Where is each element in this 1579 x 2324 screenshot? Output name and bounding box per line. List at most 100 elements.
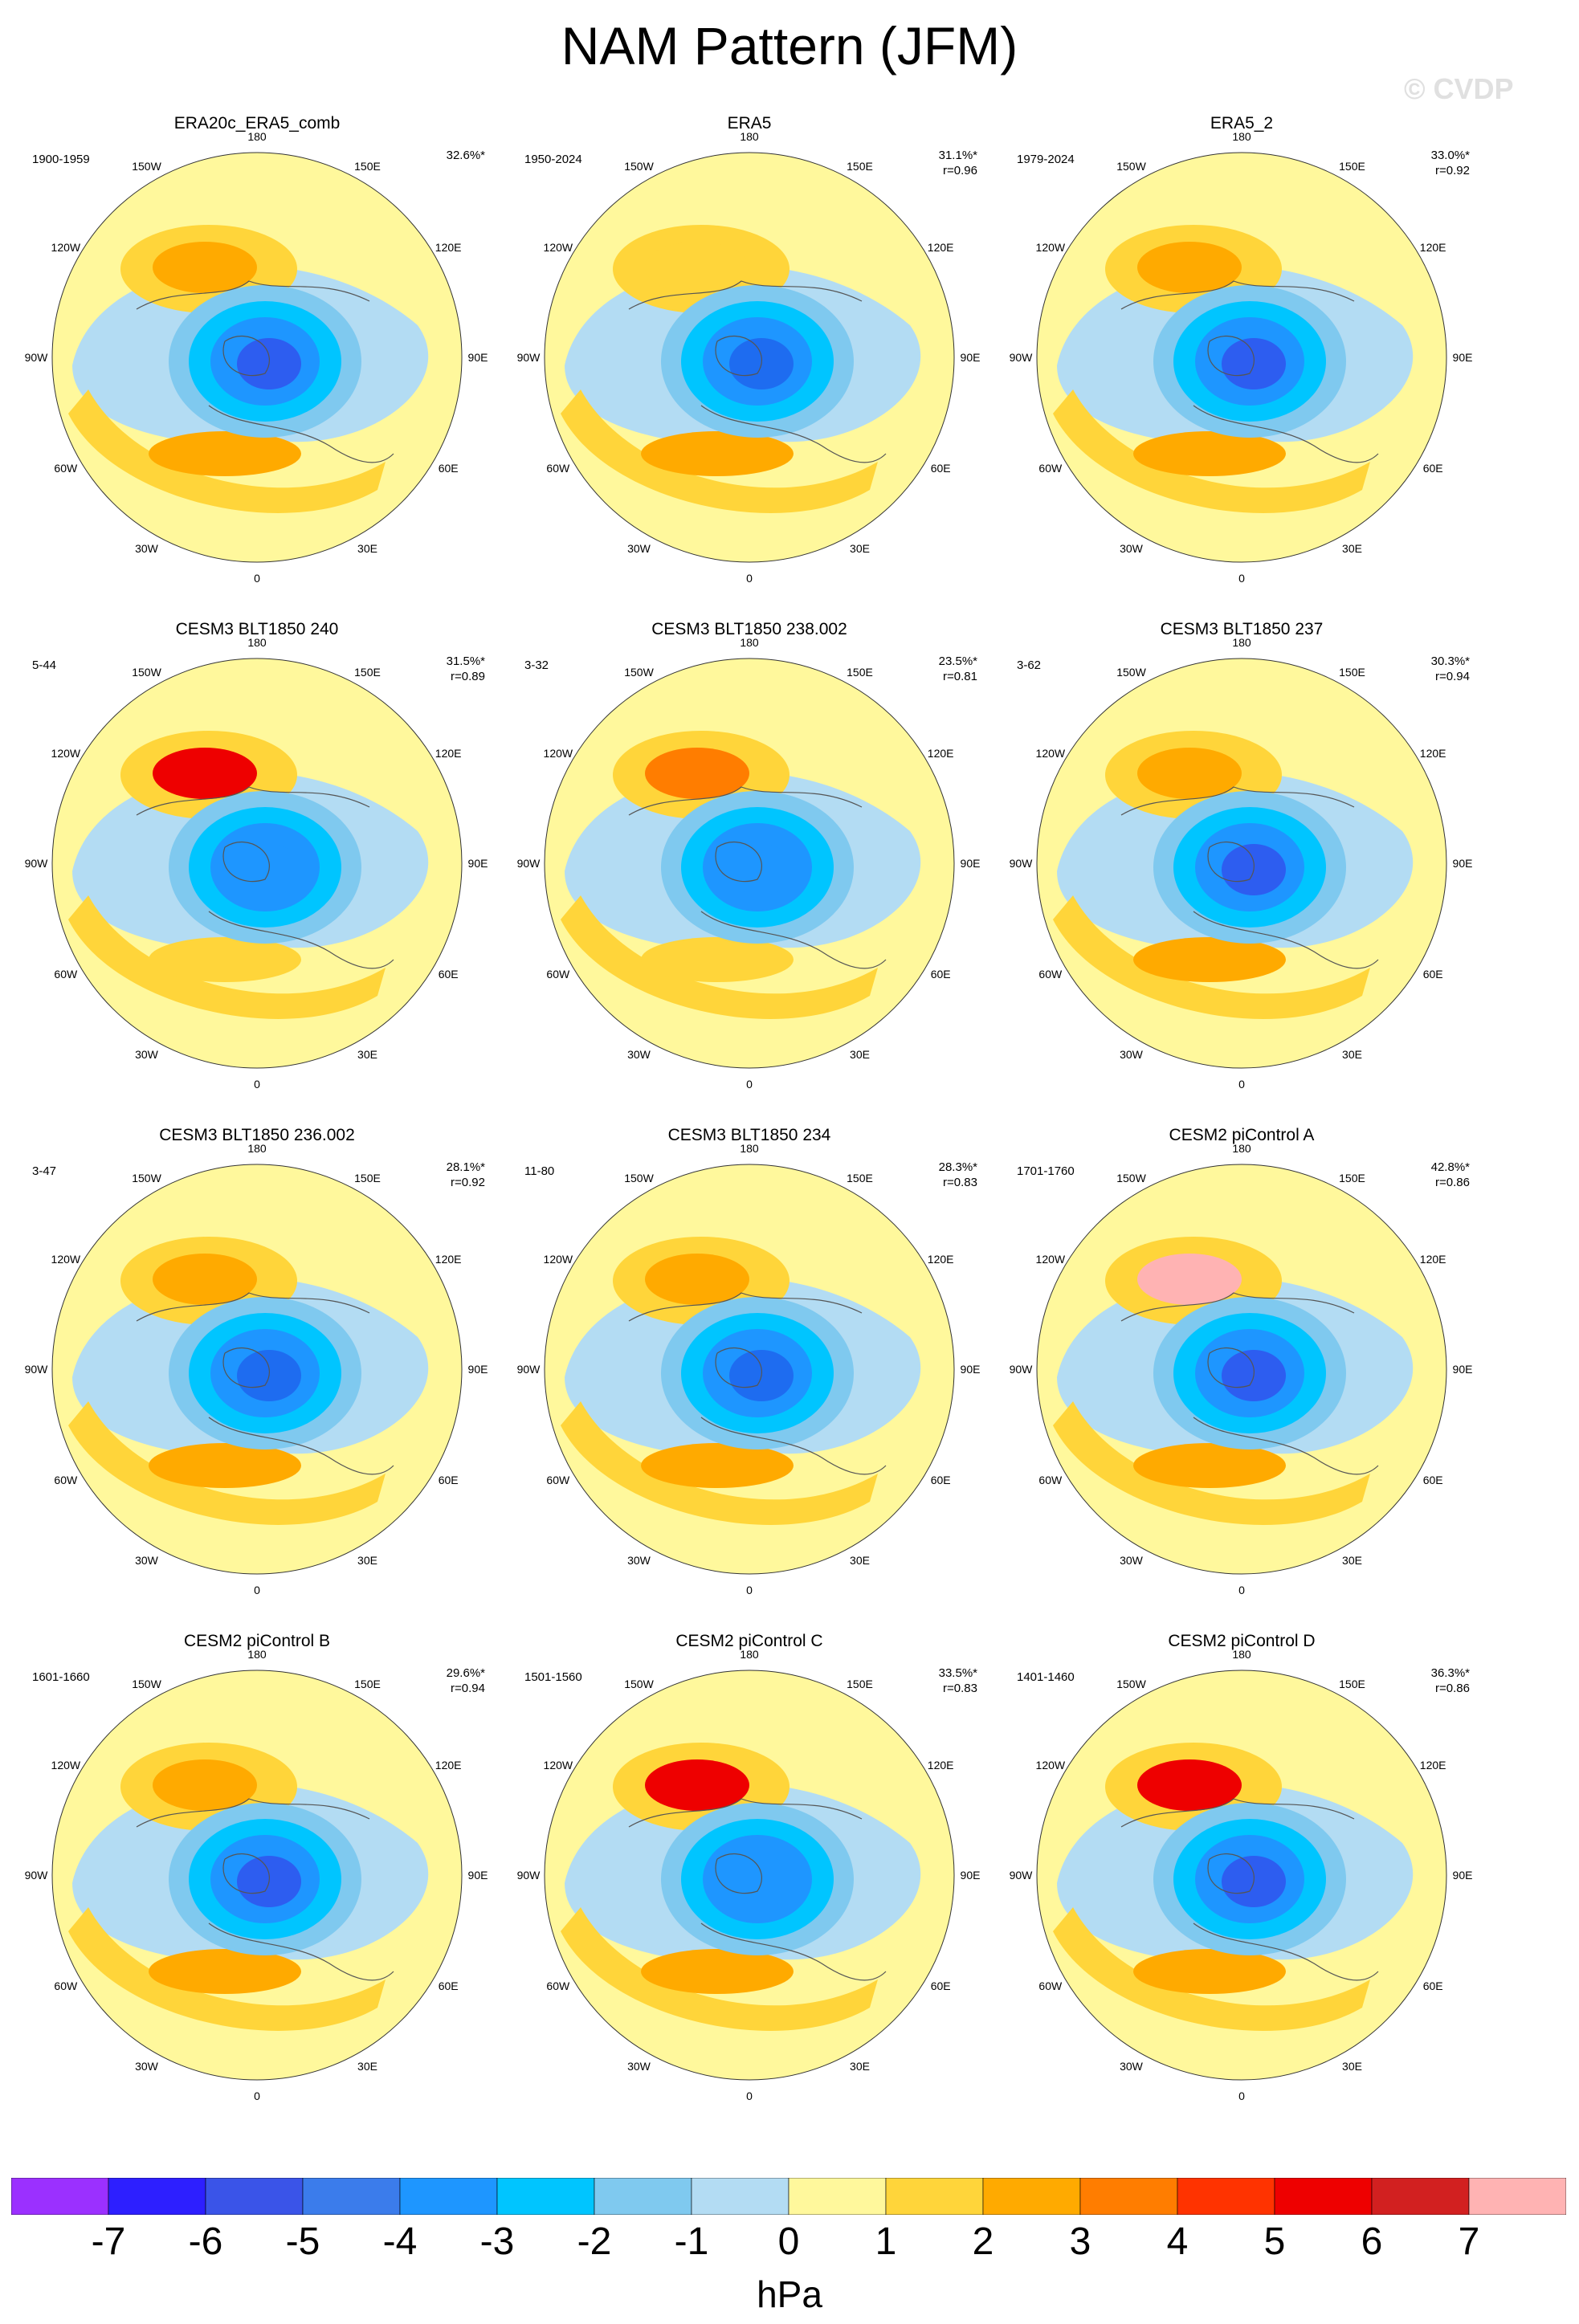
colorbar-tick-label: 3 [1069,2220,1091,2263]
longitude-label: 0 [1238,1584,1245,1596]
longitude-label: 150W [1116,1171,1146,1184]
pacific-anomaly-core [153,242,257,293]
atlantic-anomaly-region [68,1907,386,2031]
longitude-label: 30W [1120,1048,1143,1062]
longitude-label: 180 [247,1648,267,1661]
map-panel: ERA5_2 1979-2024 33.0%* r=0.92 180 150E 120E 90… [1001,114,1483,596]
atlantic-anomaly-region [1053,895,1370,1019]
polar-map [544,152,955,563]
longitude-label: 150W [624,1677,654,1690]
panel-year-range: 1950-2024 [524,153,582,166]
longitude-label: 90E [467,857,488,870]
longitude-label: 60W [546,1979,570,1992]
atlantic-anomaly-region [561,389,878,513]
longitude-label: 30W [135,2060,158,2073]
coastlines [628,1798,887,1981]
colorbar-swatch [1079,2178,1178,2215]
panel-variance-stats: 30.3%* r=0.94 [1431,654,1470,684]
panel-variance-pct: 31.1%* [938,149,977,162]
longitude-label: 90E [467,1363,488,1376]
longitude-label: 120W [51,746,81,760]
longitude-label: 0 [254,1078,260,1091]
panel-title: CESM3 BLT1850 240 [175,620,339,638]
longitude-label: 150W [132,1677,161,1690]
panel-variance-pct: 33.0%* [1430,149,1470,162]
longitude-label: 120E [927,240,954,254]
longitude-label: 120W [543,1252,573,1266]
pacific-anomaly-core [153,1254,257,1305]
pacific-anomaly-core [645,242,749,293]
pacific-anomaly-core [153,748,257,799]
panel-variance-pct: 42.8%* [1430,1160,1470,1174]
panel-title: CESM2 piControl D [1168,1632,1316,1650]
colorbar-tick-label: -2 [577,2220,612,2263]
panel-variance-stats: 36.3%* r=0.86 [1431,1666,1470,1696]
coastlines [136,280,394,463]
longitude-label: 30W [135,542,158,556]
longitude-label: 90E [1452,1363,1473,1376]
longitude-label: 150E [1339,1171,1365,1184]
panel-year-range: 11-80 [524,1164,555,1178]
longitude-label: 90W [516,1869,541,1882]
longitude-label: 120E [435,1758,462,1772]
colorbar-tick-label: -4 [382,2220,418,2263]
panel-year-range: 1701-1760 [1017,1164,1075,1178]
atlantic-anomaly-region [68,895,386,1019]
map-panel: CESM3 BLT1850 236.002 3-47 28.1%* r=0.92 180… [16,1126,498,1608]
panel-pattern-correlation: r=0.96 [943,164,977,177]
polar-map [1036,658,1447,1069]
longitude-label: 90E [960,857,981,870]
longitude-label: 150E [1339,159,1365,173]
colorbar [11,2178,1566,2215]
longitude-label: 150W [1116,665,1146,679]
longitude-label: 120E [927,746,954,760]
longitude-label: 90W [516,351,541,364]
longitude-label: 30E [1342,542,1362,556]
panel-variance-pct: 33.5%* [938,1666,977,1680]
panel-variance-stats: 28.1%* r=0.92 [447,1160,485,1190]
colorbar-tick-label: -1 [674,2220,709,2263]
longitude-label: 60W [54,1979,78,1992]
longitude-label: 180 [247,1142,267,1155]
colorbar-tick-label: -3 [479,2220,515,2263]
longitude-label: 150W [132,159,161,173]
colorbar-swatch [11,2178,109,2215]
colorbar-swatch [885,2178,984,2215]
map-border [1036,1670,1447,2081]
longitude-label: 30E [1342,1048,1362,1062]
longitude-label: 30E [357,542,377,556]
panel-title: ERA5 [727,114,772,133]
colorbar-swatch [1468,2178,1566,2215]
colorbar-tick-label: -5 [285,2220,320,2263]
colorbar-tick-label: 0 [777,2220,800,2263]
panel-title: CESM3 BLT1850 236.002 [159,1126,355,1144]
coastlines [1120,1292,1379,1475]
panel-pattern-correlation: r=0.89 [451,670,485,683]
atlantic-anomaly-region [1053,1401,1370,1525]
colorbar-tick-label: 5 [1263,2220,1286,2263]
longitude-label: 120E [927,1252,954,1266]
longitude-label: 90E [467,351,488,364]
longitude-label: 90W [1009,1363,1033,1376]
longitude-label: 90W [24,857,48,870]
colorbar-tick-label: 7 [1458,2220,1480,2263]
longitude-label: 0 [1238,2090,1245,2102]
atlantic-anomaly-region [561,1401,878,1525]
longitude-label: 90W [516,857,541,870]
longitude-label: 30W [1120,1554,1143,1568]
longitude-label: 30E [850,1554,870,1568]
panel-pattern-correlation: r=0.86 [1435,1176,1470,1189]
longitude-label: 180 [740,130,759,143]
longitude-label: 150W [624,159,654,173]
longitude-label: 150E [354,665,381,679]
atlantic-anomaly-core [641,1443,794,1488]
longitude-label: 30E [357,2060,377,2073]
panel-variance-stats: 29.6%* r=0.94 [447,1666,485,1696]
longitude-label: 60E [930,461,951,475]
pacific-anomaly-core [1137,1254,1242,1305]
map-border [544,1164,955,1575]
polar-map [51,1164,463,1575]
atlantic-anomaly-core [149,1443,301,1488]
colorbar-swatch [1177,2178,1275,2215]
longitude-label: 60W [546,967,570,981]
